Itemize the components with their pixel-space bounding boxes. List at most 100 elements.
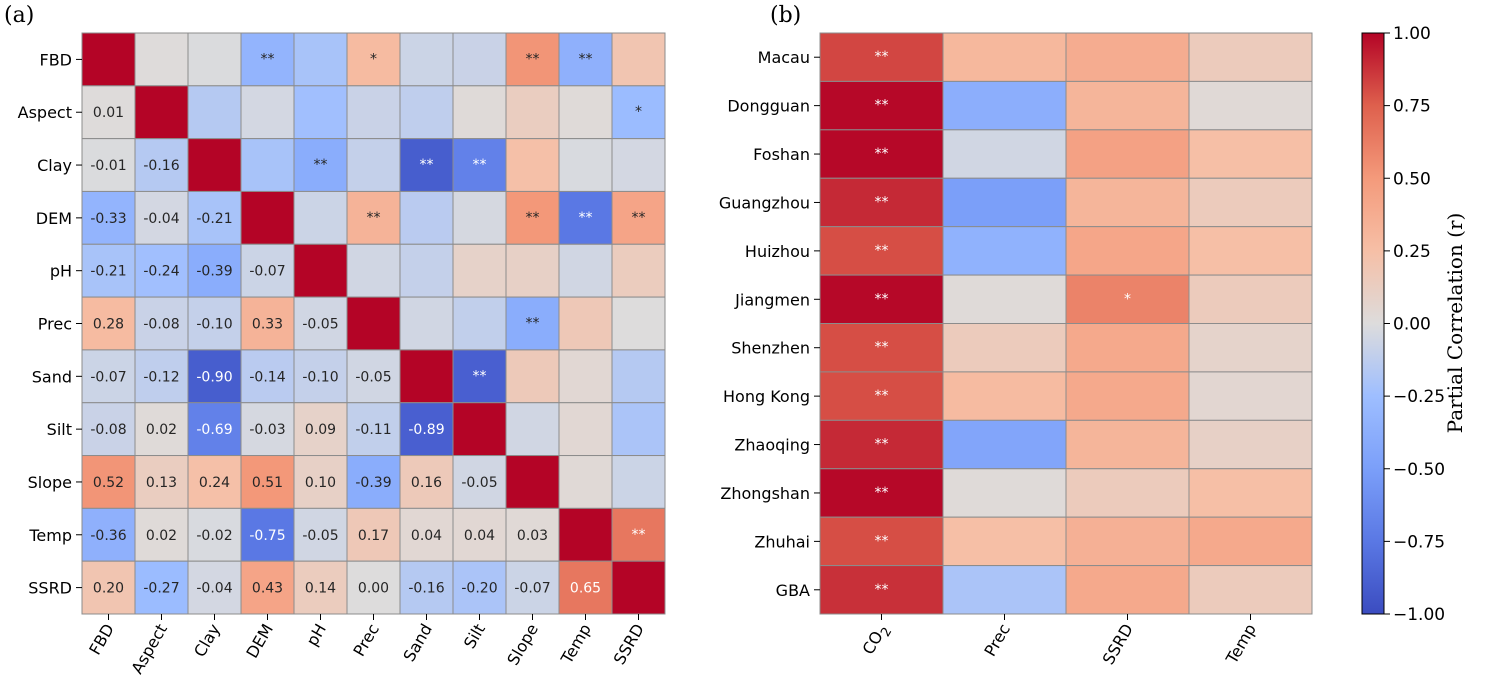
significance-label: ** <box>875 98 889 114</box>
significance-label: ** <box>367 210 381 226</box>
heatmap-cell <box>1188 516 1313 567</box>
value-label: 0.17 <box>358 528 389 544</box>
colorbar-tick-label: 1.00 <box>1393 24 1431 44</box>
value-label: 0.09 <box>305 422 336 438</box>
significance-label: ** <box>579 210 593 226</box>
heatmap-cell <box>611 243 666 298</box>
x-tick-label: Sand <box>399 621 436 665</box>
significance-label: ** <box>632 527 646 543</box>
heatmap-cell <box>346 32 401 87</box>
heatmap-cell <box>399 138 454 192</box>
heatmap-cell <box>346 243 401 298</box>
heatmap-cell <box>1188 565 1313 615</box>
heatmap-cell <box>819 32 944 82</box>
heatmap-cell <box>187 32 242 87</box>
heatmap-cell <box>558 402 613 457</box>
x-tick-label: Temp <box>557 621 595 668</box>
heatmap-cell <box>611 455 666 509</box>
x-tick-label: pH <box>302 621 330 650</box>
heatmap-cell <box>1188 80 1313 131</box>
heatmap-a: ** * ** **0.01 *-0.01 -0.16 ** ** **-0.33 -0.04 -0… <box>18 32 666 678</box>
heatmap-cell <box>505 85 560 140</box>
colorbar-tick-label: 0.25 <box>1393 242 1431 262</box>
value-label: -0.11 <box>355 422 391 438</box>
heatmap-cell <box>399 85 454 140</box>
heatmap-cell <box>505 349 560 404</box>
heatmap-cell <box>1065 177 1190 228</box>
heatmap-cell <box>819 516 944 567</box>
heatmap-cell <box>81 349 136 404</box>
value-label: 0.13 <box>146 475 177 491</box>
heatmap-cell <box>558 296 613 351</box>
heatmap-cell <box>1065 80 1190 131</box>
heatmap-cell <box>293 85 348 140</box>
colorbar-label: Partial Correlation (r) <box>1443 213 1467 434</box>
value-label: 0.02 <box>146 422 177 438</box>
heatmap-cell <box>293 402 348 457</box>
heatmap-cell <box>505 455 560 509</box>
value-label: 0.24 <box>199 475 230 491</box>
colorbar-gradient <box>1361 32 1385 615</box>
colorbar-tick-label: 0.00 <box>1393 315 1431 335</box>
heatmap-cell <box>452 402 507 457</box>
value-label: -0.05 <box>302 528 338 544</box>
heatmap-cell <box>293 32 348 87</box>
significance-label: ** <box>473 157 487 173</box>
heatmap-cell <box>293 507 348 562</box>
heatmap-cell <box>819 323 944 373</box>
heatmap-cell <box>942 371 1067 421</box>
value-label: -0.75 <box>249 528 285 544</box>
heatmap-cell <box>399 243 454 298</box>
heatmap-cell <box>134 243 189 298</box>
heatmap-cell <box>1065 468 1190 518</box>
heatmap-cell <box>505 138 560 192</box>
x-tick-label: Aspect <box>127 621 171 678</box>
value-label: -0.14 <box>249 369 285 385</box>
value-label: -0.07 <box>249 264 285 280</box>
significance-label: * <box>1124 291 1131 307</box>
heatmap-cell <box>558 455 613 509</box>
heatmap-cell <box>240 32 295 87</box>
y-tick-label: Clay <box>37 156 72 175</box>
heatmap-cell <box>240 85 295 140</box>
heatmap-cell <box>505 560 560 615</box>
value-label: -0.21 <box>196 211 232 227</box>
y-tick-label: Hong Kong <box>723 387 810 406</box>
heatmap-cell <box>187 296 242 351</box>
heatmap-cell <box>942 226 1067 276</box>
heatmap-cell <box>558 243 613 298</box>
heatmap-cell <box>505 32 560 87</box>
y-tick-label: Temp <box>28 526 72 545</box>
heatmap-cell <box>1188 129 1313 179</box>
heatmap-cell <box>505 243 560 298</box>
value-label: 0.04 <box>464 528 495 544</box>
heatmap-cell <box>399 349 454 404</box>
value-label: -0.33 <box>90 211 126 227</box>
heatmap-cell <box>81 296 136 351</box>
significance-label: * <box>635 104 642 120</box>
value-label: -0.01 <box>90 158 126 174</box>
heatmap-cell <box>452 190 507 245</box>
value-label: -0.10 <box>302 369 338 385</box>
heatmap-cell <box>1188 419 1313 470</box>
x-tick-label: Slope <box>503 621 542 669</box>
x-tick-label: Clay <box>190 621 224 661</box>
y-tick-label: Sand <box>32 367 72 386</box>
heatmap-cell <box>942 129 1067 179</box>
significance-label: ** <box>875 243 889 259</box>
y-tick-label: Zhaoqing <box>734 436 810 455</box>
heatmap-cell <box>81 402 136 457</box>
significance-label: ** <box>875 533 889 549</box>
heatmap-cell <box>187 507 242 562</box>
heatmap-cell <box>819 565 944 615</box>
value-label: 0.52 <box>93 475 124 491</box>
heatmap-cell <box>346 455 401 509</box>
heatmap-cell <box>240 243 295 298</box>
heatmap-cell <box>399 296 454 351</box>
heatmap-cell <box>452 296 507 351</box>
heatmap-cell <box>134 402 189 457</box>
value-label: 0.51 <box>252 475 283 491</box>
value-label: -0.69 <box>196 422 232 438</box>
significance-label: ** <box>261 51 275 67</box>
